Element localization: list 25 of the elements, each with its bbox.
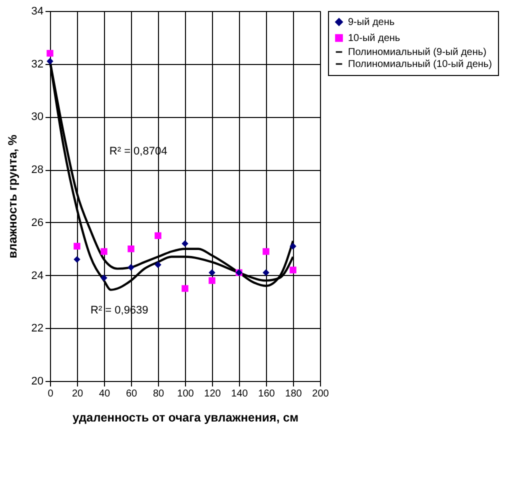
x-tick-label: 200 xyxy=(312,388,330,400)
x-axis-title: удаленность от очага увлажнения, см xyxy=(72,410,299,424)
y-tick-label: 24 xyxy=(31,270,44,282)
x-tick-label: 40 xyxy=(98,388,110,400)
x-tick-label: 120 xyxy=(204,388,222,400)
legend-label: Полиномиальный (9-ый день) xyxy=(348,47,486,58)
y-tick-label: 22 xyxy=(31,322,44,335)
x-tick-label: 160 xyxy=(258,388,276,400)
x-tick-label: 20 xyxy=(72,388,84,400)
y-tick-label: 32 xyxy=(31,58,44,70)
y-tick-label: 34 xyxy=(31,6,44,18)
y-tick-label: 26 xyxy=(31,216,44,229)
x-tick-label: 0 xyxy=(48,388,54,400)
y-tick-label: 28 xyxy=(31,164,44,176)
legend-label: Полиномиальный (10-ый день) xyxy=(348,59,492,70)
x-tick-label: 80 xyxy=(152,388,164,400)
x-tick-label: 180 xyxy=(285,388,302,400)
y-axis-title: влажность грунта, % xyxy=(5,134,20,258)
legend-label: 10-ый день xyxy=(348,33,400,44)
x-tick-label: 140 xyxy=(231,388,248,400)
x-tick-label: 60 xyxy=(126,388,138,400)
y-tick-label: 20 xyxy=(31,376,44,388)
x-tick-label: 100 xyxy=(177,388,194,400)
legend-label: 9-ый день xyxy=(348,17,395,28)
y-tick-label: 30 xyxy=(31,111,44,124)
